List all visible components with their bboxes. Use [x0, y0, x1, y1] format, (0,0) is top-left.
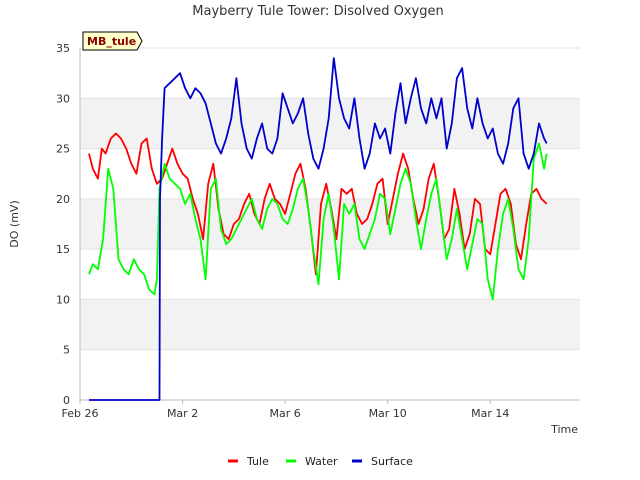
y-tick-label: 25 [56, 143, 70, 156]
series-lines [88, 57, 548, 401]
site-badge: MB_tule [82, 31, 143, 51]
y-tick-label: 0 [63, 394, 70, 407]
legend-label-water: Water [305, 455, 338, 468]
x-tick-label: Mar 6 [270, 407, 301, 420]
chart-title: Mayberry Tule Tower: Disolved Oxygen [192, 4, 443, 19]
site-badge-label: MB_tule [87, 35, 136, 48]
y-tick-label: 15 [56, 243, 70, 256]
legend-label-tule: Tule [246, 455, 269, 468]
y-tick-label: 10 [56, 293, 70, 306]
series-line-surface [89, 57, 548, 401]
x-tick-label: Mar 10 [369, 407, 407, 420]
x-axis-ticks: Feb 26 Mar 2 Mar 6 Mar 10 Mar 14 [62, 400, 509, 420]
x-tick-label: Mar 2 [167, 407, 198, 420]
y-tick-label: 30 [56, 92, 70, 105]
grid-band [80, 349, 580, 400]
y-axis-label: DO (mV) [8, 200, 21, 247]
grid-band [80, 299, 580, 350]
y-tick-label: 35 [56, 42, 70, 55]
legend-label-surface: Surface [371, 455, 413, 468]
x-tick-label: Mar 14 [471, 407, 509, 420]
legend: Tule Water Surface [228, 455, 413, 468]
x-axis-label: Time [550, 423, 578, 436]
y-tick-label: 20 [56, 193, 70, 206]
site-badge-box [82, 31, 143, 51]
grid-band [80, 48, 580, 99]
x-tick-label: Feb 26 [62, 407, 99, 420]
y-tick-label: 5 [63, 344, 70, 357]
